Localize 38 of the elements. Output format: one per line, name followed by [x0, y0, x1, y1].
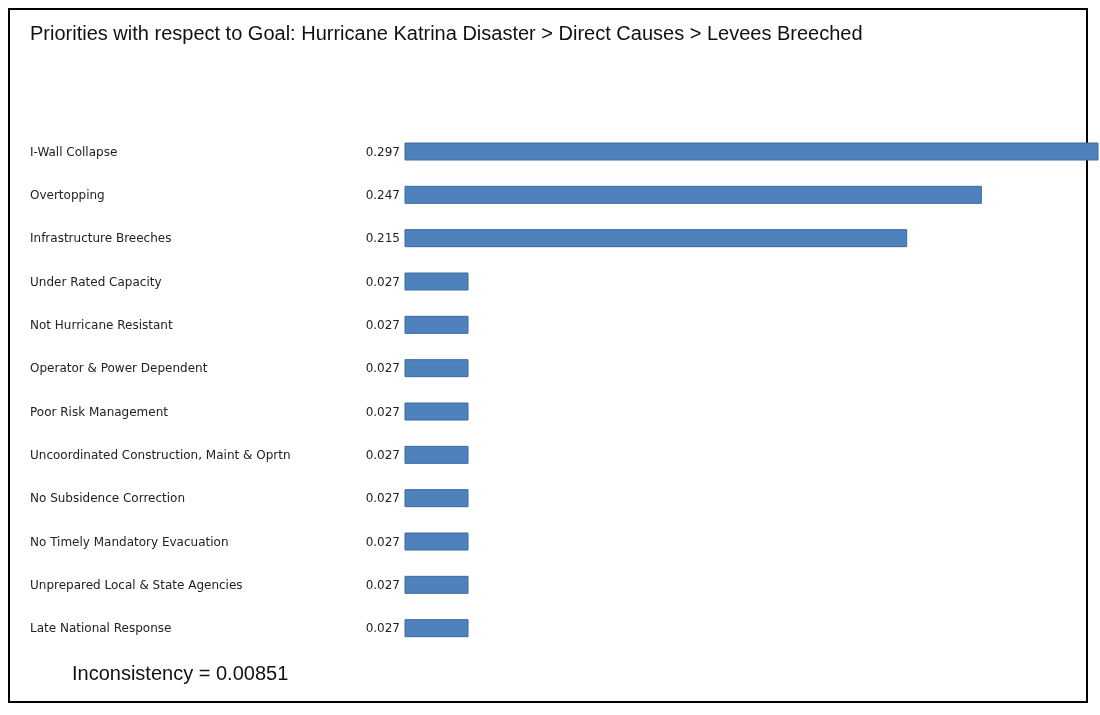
y-tick-label: Uncoordinated Construction, Maint & Oprtn	[30, 448, 291, 462]
y-tick-label: Poor Risk Management	[30, 404, 169, 419]
y-tick-label: No Timely Mandatory Evacuation	[30, 534, 229, 549]
bar	[404, 402, 469, 421]
data-label: 0.027	[365, 448, 400, 463]
y-tick-label: Under Rated Capacity	[30, 274, 162, 289]
bar	[404, 619, 469, 638]
bar	[404, 445, 469, 464]
y-tick-label: Overtopping	[30, 188, 105, 202]
data-label: 0.027	[365, 404, 400, 419]
data-label: 0.215	[365, 231, 400, 246]
text: Inconsistency = 0.00851	[72, 662, 289, 685]
bar	[404, 229, 908, 248]
bar	[404, 315, 469, 334]
bar	[404, 359, 469, 378]
y-tick-label: No Subsidence Correction	[30, 491, 186, 506]
data-label: 0.027	[365, 534, 400, 549]
data-label: 0.027	[365, 318, 400, 333]
data-label: 0.297	[365, 144, 400, 159]
bar	[404, 272, 469, 291]
data-label: 0.027	[365, 361, 400, 376]
y-tick-label: Operator & Power Dependent	[30, 361, 208, 376]
y-tick-label: I-Wall Collapse	[30, 144, 118, 159]
y-tick-label: Not Hurricane Resistant	[30, 318, 173, 332]
data-label: 0.027	[365, 491, 400, 506]
chart-title: Priorities with respect to Goal: Hurricane Katrina Disaster > Direct Causes > Levees Breeched	[30, 22, 863, 45]
bar	[404, 489, 469, 508]
bar	[404, 185, 982, 204]
y-tick-label: Infrastructure Breeches	[30, 231, 172, 246]
y-tick-label: Late National Response	[30, 621, 172, 636]
bar	[404, 575, 469, 594]
data-label: 0.027	[365, 578, 400, 593]
data-label: 0.247	[365, 188, 400, 203]
bar	[404, 142, 1099, 161]
data-label: 0.027	[365, 274, 400, 289]
bar	[404, 532, 469, 551]
data-label: 0.027	[365, 621, 400, 636]
y-tick-label: Unprepared Local & State Agencies	[30, 578, 243, 592]
